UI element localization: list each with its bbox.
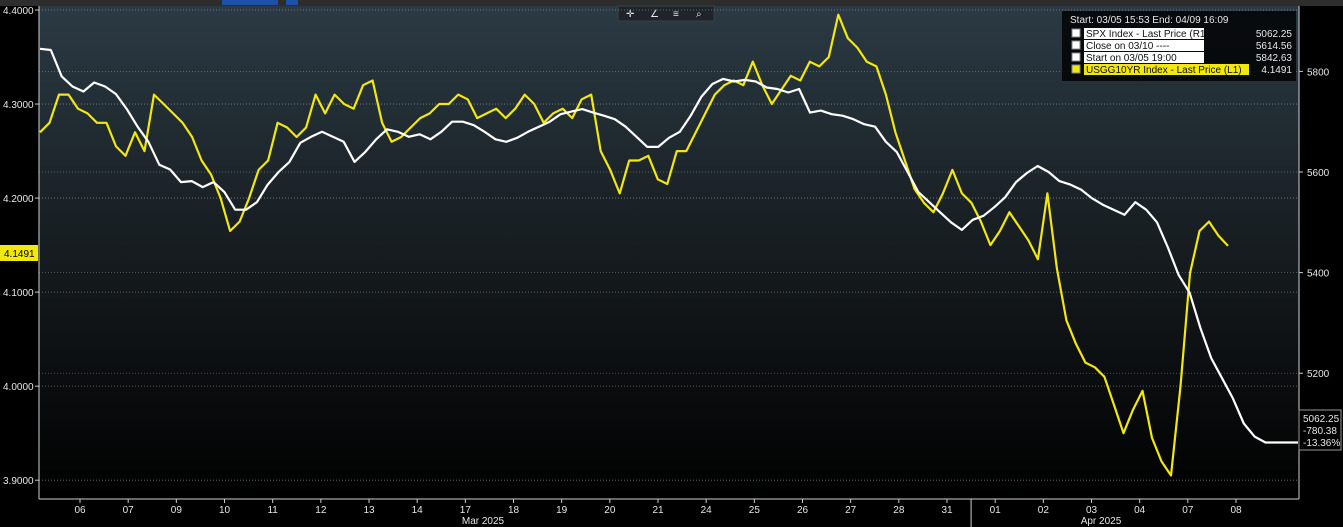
x-tick-label-16: 27 <box>845 505 857 516</box>
draw-line-icon[interactable]: ∠ <box>650 9 659 20</box>
x-tick-label-17: 28 <box>893 505 905 516</box>
x-tick-label-0: 06 <box>74 505 86 516</box>
plot-area <box>39 6 1299 499</box>
left-tick-label-0: 4.4000 <box>3 6 34 17</box>
top-toolbar <box>0 0 1343 6</box>
x-tick-label-5: 12 <box>315 505 327 516</box>
legend-value-3: 4.1491 <box>1261 65 1292 76</box>
x-tick-label-7: 14 <box>412 505 424 516</box>
x-tick-label-18: 31 <box>941 505 953 516</box>
x-tick-label-15: 26 <box>797 505 809 516</box>
legend-header: Start: 03/05 15:53 End: 04/09 16:09 <box>1070 15 1229 26</box>
series-line-yield <box>39 13 1229 477</box>
legend-label-2: Start on 03/05 19:00 <box>1086 53 1177 64</box>
legend-value-2: 5842.63 <box>1256 53 1293 64</box>
x-tick-label-10: 19 <box>556 505 568 516</box>
legend-label-bg-1 <box>1084 40 1204 51</box>
x-tick-label-11: 20 <box>604 505 616 516</box>
legend-label-1: Close on 03/10 ---- <box>1086 41 1169 52</box>
month-label-mar: Mar 2025 <box>462 516 505 527</box>
series-line-spx <box>39 47 1298 444</box>
right-tick-label-1: 5600 <box>1307 168 1330 179</box>
right-tick-label-0: 5800 <box>1307 67 1330 78</box>
legend-value-1: 5614.56 <box>1256 41 1293 52</box>
left-tick-label-3: 4.1000 <box>3 288 34 299</box>
x-tick-label-3: 10 <box>219 505 231 516</box>
x-tick-label-19: 01 <box>990 505 1002 516</box>
right-tick-label-2: 5400 <box>1307 269 1330 280</box>
x-tick-label-8: 17 <box>460 505 472 516</box>
crosshair-icon[interactable]: ✛ <box>626 9 634 20</box>
left-tick-label-5: 3.9000 <box>3 476 34 487</box>
toolbar-checkbox[interactable] <box>286 0 298 5</box>
x-tick-label-12: 21 <box>652 505 664 516</box>
x-tick-label-1: 07 <box>123 505 135 516</box>
yield-badge: 4.1491 <box>4 249 35 260</box>
x-tick-label-13: 24 <box>701 505 713 516</box>
legend-swatch-3 <box>1071 64 1081 74</box>
spx-badge-percent: -13.36% <box>1303 438 1340 449</box>
toolbar-active-tab[interactable] <box>222 0 278 5</box>
x-tick-label-4: 11 <box>267 505 278 516</box>
legend-label-bg-0 <box>1084 28 1204 39</box>
left-axis: 4.4000 4.3000 4.2000 4.1000 4.0000 3.9000 <box>3 6 40 499</box>
left-tick-label-2: 4.2000 <box>3 194 34 205</box>
series-layer <box>39 13 1298 477</box>
x-tick-label-22: 04 <box>1134 505 1146 516</box>
x-tick-label-14: 25 <box>749 505 761 516</box>
legend-label-0: SPX Index - Last Price (R1) <box>1086 29 1209 40</box>
x-tick-label-20: 02 <box>1038 505 1050 516</box>
left-tick-label-4: 4.0000 <box>3 382 34 393</box>
legend-value-0: 5062.25 <box>1256 29 1293 40</box>
x-tick-label-9: 18 <box>508 505 520 516</box>
month-label-apr: Apr 2025 <box>1081 516 1122 527</box>
legend: Start: 03/05 15:53 End: 04/09 16:09 SPX … <box>1062 11 1296 81</box>
x-tick-label-24: 08 <box>1230 505 1242 516</box>
chart-tools: ✛ ∠ ≡ ⌕ <box>617 5 715 22</box>
x-tick-label-2: 09 <box>171 505 183 516</box>
x-axis: 06 07 09 10 11 12 13 14 17 18 19 20 21 24 25 26 27 28 31 01… <box>39 498 1299 527</box>
legend-swatch-0 <box>1071 28 1081 38</box>
spx-badge-value: 5062.25 <box>1303 414 1340 425</box>
spx-badge-change: -780.38 <box>1303 426 1337 437</box>
x-tick-label-6: 13 <box>363 505 375 516</box>
yield-badge-bg <box>0 245 38 261</box>
legend-label-3: USGG10YR Index - Last Price (L1) <box>1086 65 1242 76</box>
spx-badge: 5062.25 -780.38 -13.36% <box>1298 409 1342 451</box>
x-tick-label-21: 03 <box>1086 505 1098 516</box>
legend-swatch-2 <box>1071 52 1081 62</box>
legend-label-bg-3 <box>1084 64 1249 75</box>
x-tick-label-23: 07 <box>1182 505 1194 516</box>
legend-label-bg-2 <box>1084 52 1204 63</box>
left-tick-label-1: 4.3000 <box>3 100 34 111</box>
list-icon[interactable]: ≡ <box>673 9 679 20</box>
zoom-icon[interactable]: ⌕ <box>696 9 702 20</box>
legend-swatch-1 <box>1071 40 1081 50</box>
right-tick-label-3: 5200 <box>1307 369 1330 380</box>
